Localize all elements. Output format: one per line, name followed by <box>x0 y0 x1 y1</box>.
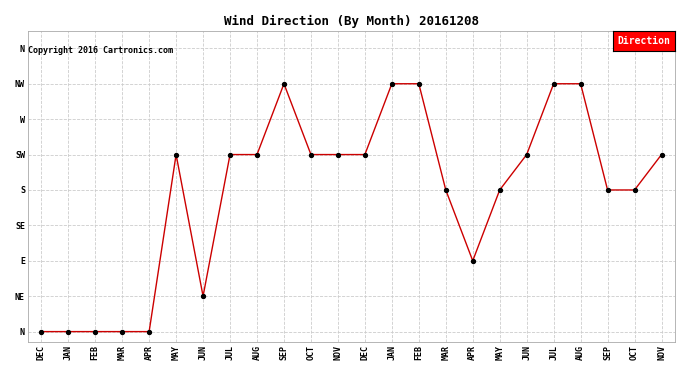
Text: Copyright 2016 Cartronics.com: Copyright 2016 Cartronics.com <box>28 46 172 55</box>
Point <box>467 258 478 264</box>
Point <box>521 152 532 157</box>
Point <box>494 187 505 193</box>
Point <box>224 152 235 157</box>
Text: Direction: Direction <box>618 36 671 46</box>
Point <box>548 81 559 87</box>
Point <box>170 152 181 157</box>
Point <box>333 152 344 157</box>
Point <box>629 187 640 193</box>
Point <box>251 152 262 157</box>
Point <box>575 81 586 87</box>
Point <box>36 328 47 334</box>
Point <box>359 152 371 157</box>
Point <box>440 187 451 193</box>
Point <box>386 81 397 87</box>
Point <box>90 328 101 334</box>
Point <box>306 152 317 157</box>
Point <box>656 152 667 157</box>
Title: Wind Direction (By Month) 20161208: Wind Direction (By Month) 20161208 <box>224 15 479 28</box>
Point <box>602 187 613 193</box>
Point <box>144 328 155 334</box>
Point <box>117 328 128 334</box>
Point <box>413 81 424 87</box>
Point <box>197 293 208 299</box>
Point <box>279 81 290 87</box>
Point <box>63 328 74 334</box>
